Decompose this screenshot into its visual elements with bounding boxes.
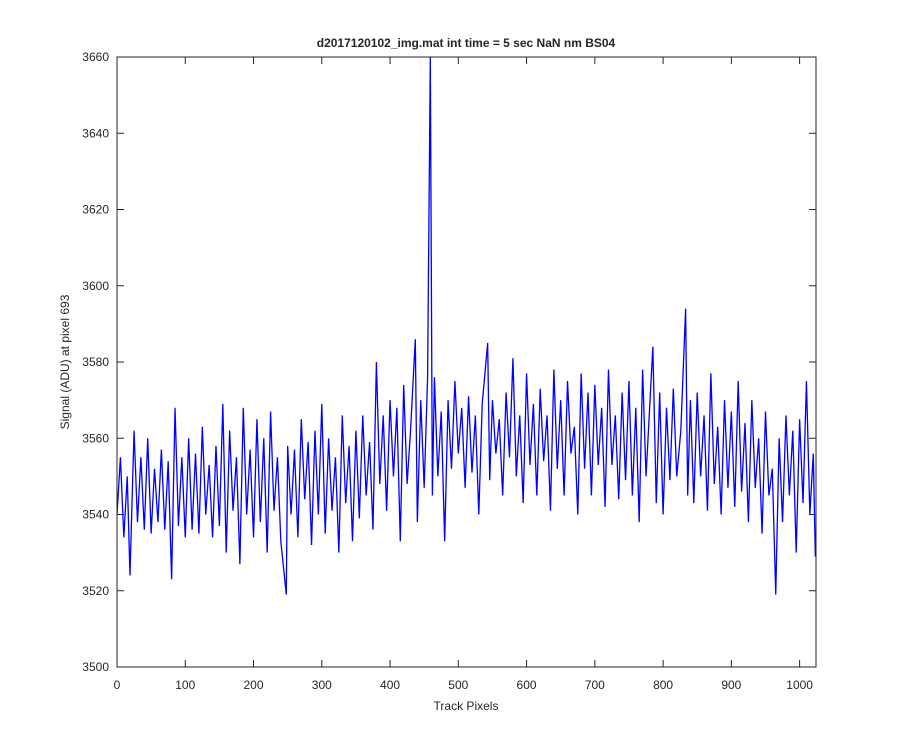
x-tick-label: 800 bbox=[653, 678, 673, 692]
x-tick-label: 600 bbox=[517, 678, 537, 692]
x-tick-label: 900 bbox=[721, 678, 741, 692]
x-tick-label: 300 bbox=[312, 678, 332, 692]
y-tick-label: 3520 bbox=[82, 584, 109, 598]
y-tick-label: 3500 bbox=[82, 660, 109, 674]
x-axis-label: Track Pixels bbox=[434, 699, 499, 713]
x-tick-label: 100 bbox=[175, 678, 195, 692]
y-tick-label: 3620 bbox=[82, 203, 109, 217]
y-tick-label: 3540 bbox=[82, 508, 109, 522]
chart-title: d2017120102_img.mat int time = 5 sec NaN… bbox=[317, 36, 616, 50]
y-tick-label: 3560 bbox=[82, 431, 109, 445]
y-axis-label: Signal (ADU) at pixel 693 bbox=[58, 294, 72, 429]
x-tick-label: 700 bbox=[585, 678, 605, 692]
x-tick-label: 1000 bbox=[786, 678, 813, 692]
x-tick-label: 500 bbox=[448, 678, 468, 692]
y-tick-label: 3640 bbox=[82, 126, 109, 140]
x-tick-label: 200 bbox=[244, 678, 264, 692]
y-tick-label: 3660 bbox=[82, 50, 109, 64]
y-tick-label: 3600 bbox=[82, 279, 109, 293]
x-tick-label: 400 bbox=[380, 678, 400, 692]
y-tick-label: 3580 bbox=[82, 355, 109, 369]
data-line bbox=[117, 57, 816, 595]
x-tick-label: 0 bbox=[114, 678, 121, 692]
